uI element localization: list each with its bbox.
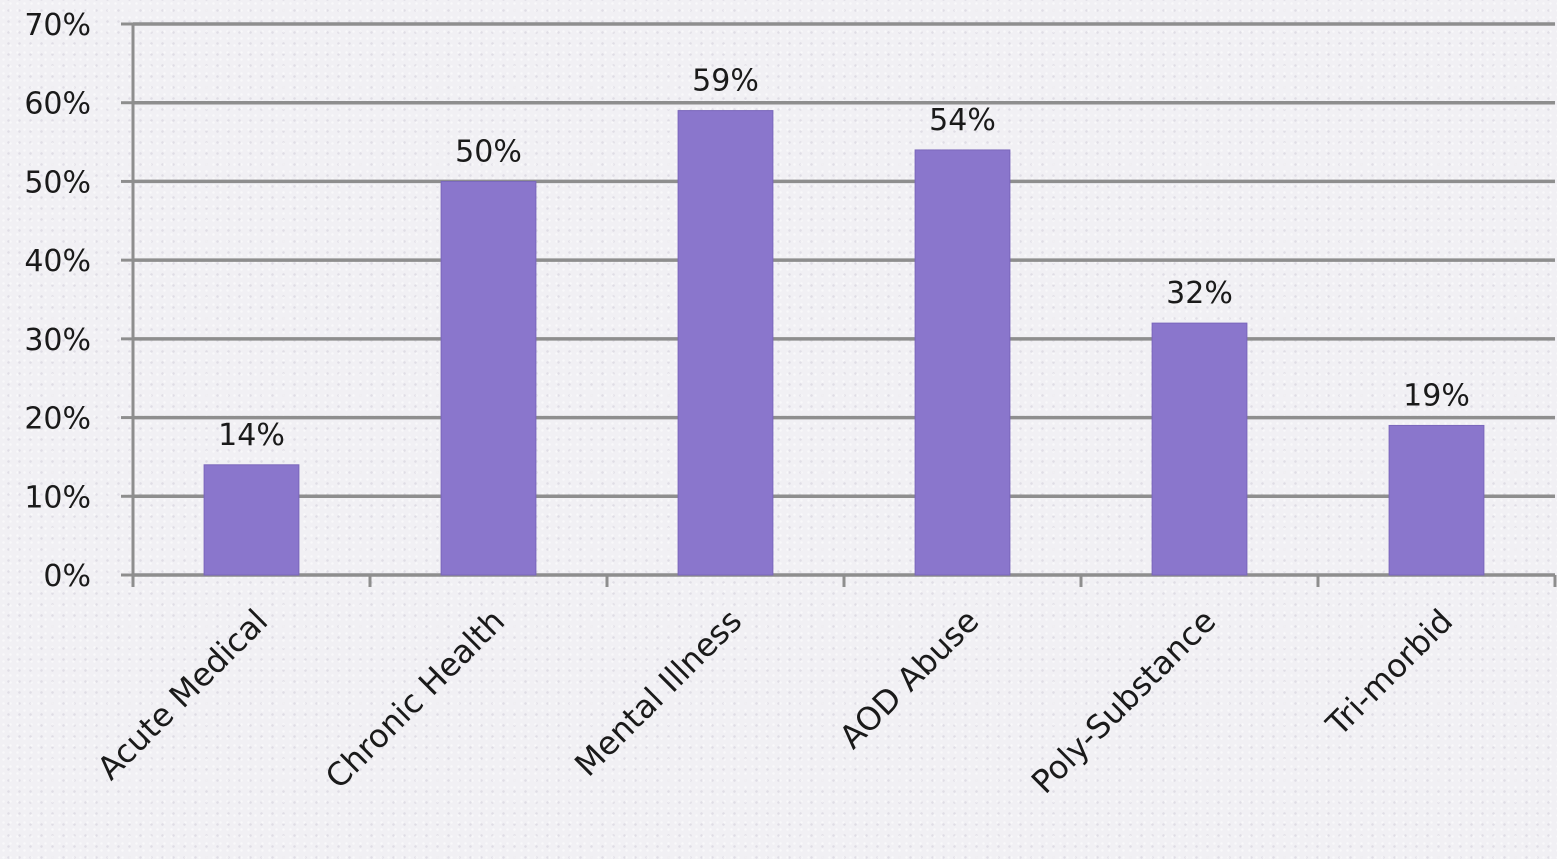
bar [914,149,1011,576]
y-tick-label: 20% [24,402,91,437]
data-label: 14% [218,418,285,453]
y-tick-label: 10% [24,480,91,515]
y-tick-label: 40% [24,244,91,279]
gridlines [133,22,1555,499]
axes [121,22,1557,587]
y-tick-label: 60% [24,87,91,122]
x-category-label: Tri-morbid [1318,602,1460,744]
y-axis-tick-labels: 0% 10% 20% 30% 40% 50% 60% 70% [24,8,91,594]
data-label: 32% [1166,276,1233,311]
bars [203,110,1485,576]
y-tick-label: 0% [43,559,91,594]
x-category-label: AOD Abuse [832,602,986,756]
x-axis-category-labels: Acute Medical Chronic Health Mental Illnes… [90,602,1460,801]
data-label: 59% [692,64,759,99]
data-label: 54% [929,103,996,138]
x-category-label: Poly-Substance [1024,602,1223,801]
bar [203,464,300,576]
y-tick-label: 50% [24,165,91,200]
y-tick-label: 70% [24,8,91,43]
bar [1388,424,1485,576]
x-category-label: Mental Illness [567,602,749,784]
bar [1151,322,1248,576]
bar [440,180,537,576]
y-tick-label: 30% [24,323,91,358]
data-label: 50% [455,134,522,169]
x-category-label: Chronic Health [318,602,512,796]
data-labels: 14% 50% 59% 54% 32% 19% [218,64,1470,453]
data-label: 19% [1403,378,1470,413]
x-category-label: Acute Medical [90,602,275,787]
bar [677,110,774,576]
